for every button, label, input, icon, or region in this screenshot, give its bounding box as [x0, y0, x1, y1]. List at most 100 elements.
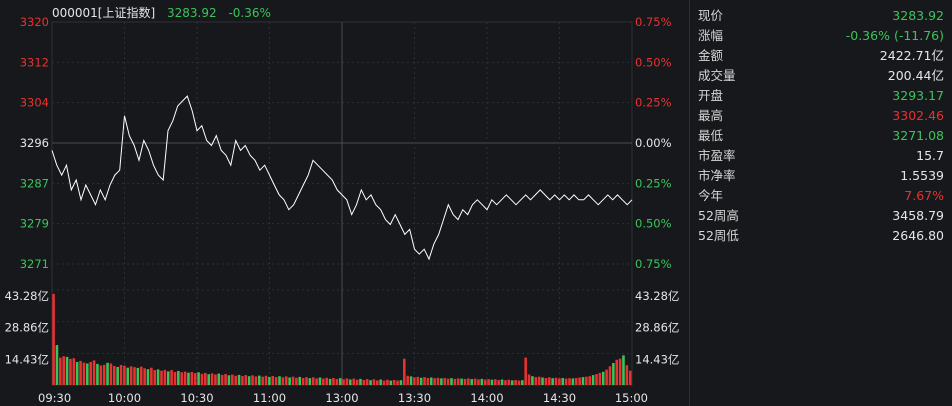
volume-bar	[75, 362, 79, 385]
y-tick-left: 3312	[20, 55, 49, 69]
volume-bar	[564, 378, 568, 385]
volume-bar	[436, 377, 440, 385]
y-tick-right: 0.00%	[635, 136, 672, 150]
y-tick-right: 0.75%	[635, 15, 672, 29]
volume-bar	[355, 379, 359, 385]
quote-row: 52周高 3458.79	[698, 206, 944, 226]
volume-bar	[126, 367, 130, 385]
volume-bar	[494, 379, 497, 385]
volume-bar	[531, 376, 534, 385]
volume-bar	[271, 376, 275, 385]
quote-label: 今年	[698, 188, 724, 203]
volume-bar	[214, 374, 217, 385]
volume-bar	[170, 370, 173, 385]
intraday-chart-svg[interactable]: 3320 0.75% 3312 0.50% 3304 0.25% 3296 0.00% 3287…	[0, 0, 688, 406]
volume-bar	[497, 380, 500, 385]
volume-bar	[386, 379, 389, 385]
volume-bar	[426, 378, 430, 385]
volume-bar	[429, 377, 433, 385]
volume-bar	[615, 359, 619, 385]
volume-bar	[581, 377, 585, 385]
volume-bar	[574, 378, 578, 385]
index-code-name: 000001[上证指数]	[52, 6, 156, 20]
volume-bar	[301, 378, 305, 385]
quote-label: 开盘	[698, 88, 724, 103]
volume-bar	[146, 369, 150, 385]
volume-bar	[177, 371, 180, 385]
x-tick: 14:00	[470, 391, 503, 405]
x-tick: 13:00	[325, 391, 358, 405]
volume-bar	[190, 372, 194, 385]
volume-bar	[628, 370, 632, 385]
volume-bar	[106, 362, 109, 385]
volume-bar	[467, 378, 470, 385]
volume-bar	[534, 377, 538, 385]
volume-bar	[284, 376, 288, 385]
volume-bar	[345, 378, 349, 385]
volume-bar	[369, 380, 372, 385]
volume-bar	[554, 377, 558, 385]
volume-bar	[342, 379, 345, 385]
volume-bar	[406, 375, 409, 385]
quote-label: 市净率	[698, 168, 736, 183]
volume-bar	[204, 372, 207, 385]
volume-bar	[322, 378, 325, 385]
volume-bar	[102, 364, 106, 385]
volume-bar	[217, 373, 221, 385]
volume-bar	[298, 376, 302, 385]
volume-bar	[473, 378, 477, 385]
volume-bar	[92, 360, 96, 385]
volume-bar	[517, 380, 521, 385]
volume-bar	[62, 356, 65, 385]
volume-bar	[541, 377, 544, 385]
quote-label: 现价	[698, 8, 724, 23]
quote-value: 3283.92	[892, 8, 944, 23]
volume-bar	[227, 375, 231, 385]
volume-bar	[544, 378, 548, 385]
volume-bar	[82, 362, 86, 385]
volume-bar	[237, 374, 241, 385]
volume-bar	[392, 380, 396, 385]
volume-bar	[200, 373, 204, 385]
intraday-chart[interactable]: 3320 0.75% 3312 0.50% 3304 0.25% 3296 0.00% 3287…	[0, 0, 688, 406]
quote-label: 涨幅	[698, 28, 724, 43]
volume-bar	[251, 375, 254, 385]
volume-bar	[443, 378, 447, 385]
volume-bar	[595, 374, 598, 385]
volume-tick-right: 28.86亿	[635, 321, 679, 335]
volume-bar	[571, 378, 575, 385]
volume-bar	[608, 366, 612, 385]
quote-value: 200.44亿	[887, 68, 944, 83]
volume-bar	[183, 371, 187, 385]
y-tick-right: 0.25%	[635, 176, 672, 190]
volume-bar	[338, 378, 342, 385]
quote-value: 3302.46	[892, 108, 944, 123]
volume-bar	[413, 377, 416, 385]
volume-bar	[109, 363, 113, 385]
volume-bar	[551, 378, 554, 385]
volume-bar	[450, 378, 453, 385]
volume-bar	[55, 345, 59, 385]
quote-value: 3293.17	[892, 88, 944, 103]
quote-row: 成交量 200.44亿	[698, 66, 944, 86]
quote-value: 3458.79	[892, 208, 944, 223]
y-tick-left: 3271	[20, 257, 49, 271]
quote-value: 15.7	[916, 148, 944, 163]
volume-bar	[456, 378, 460, 385]
volume-bar	[52, 293, 55, 385]
volume-bar	[359, 378, 362, 385]
volume-bar	[308, 378, 312, 385]
volume-bar	[133, 367, 136, 385]
volume-bar	[79, 360, 82, 385]
volume-bar	[490, 379, 494, 385]
volume-bar	[318, 377, 322, 385]
volume-bar	[278, 376, 281, 385]
volume-bar	[247, 376, 251, 385]
volume-bar	[166, 371, 170, 385]
quote-row: 市盈率 15.7	[698, 146, 944, 166]
volume-bar	[254, 376, 258, 385]
volume-bar	[234, 375, 237, 385]
volume-bar	[288, 377, 291, 385]
quote-row: 涨幅 -0.36% (-11.76)	[698, 26, 944, 46]
header-change-pct: -0.36%	[228, 6, 271, 20]
